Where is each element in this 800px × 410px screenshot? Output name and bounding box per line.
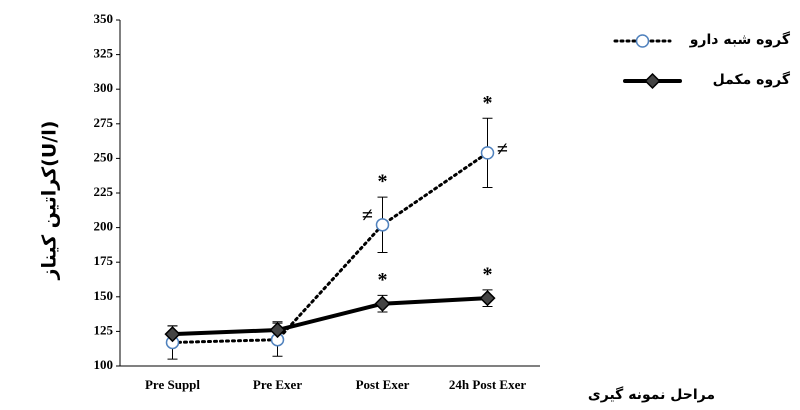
legend-label: گروه مکمل	[713, 71, 791, 88]
y-tick-label: 350	[94, 11, 114, 26]
y-tick-label: 125	[94, 322, 114, 337]
x-tick-label: 24h Post Exer	[449, 377, 527, 392]
marker	[480, 146, 495, 160]
marker	[164, 326, 181, 343]
x-tick-label: Pre Suppl	[145, 377, 200, 392]
annotation: *	[483, 92, 493, 114]
y-axis-label: کراتین کیناز(U/l)	[39, 121, 61, 281]
y-tick-label: 325	[94, 46, 114, 61]
marker	[374, 295, 391, 312]
y-tick-label: 150	[94, 288, 114, 303]
y-tick-label: 200	[94, 219, 114, 234]
y-tick-label: 250	[94, 149, 114, 164]
annotation: ≠	[497, 138, 508, 160]
y-tick-label: 275	[94, 115, 114, 130]
legend-label: گروه شبه دارو	[689, 31, 791, 48]
annotation: ≠	[362, 204, 373, 226]
marker	[375, 218, 390, 232]
annotation: *	[378, 269, 388, 291]
series-line	[171, 151, 489, 344]
series-line	[170, 296, 490, 337]
x-axis-label: مراحل نمونه گیری	[588, 386, 715, 403]
y-tick-label: 300	[94, 80, 114, 95]
x-tick-label: Post Exer	[356, 377, 410, 392]
marker	[479, 290, 496, 307]
x-tick-label: Pre Exer	[253, 377, 302, 392]
marker	[269, 321, 286, 339]
annotation: *	[378, 171, 388, 193]
annotation: *	[483, 263, 493, 285]
legend-marker	[644, 72, 661, 90]
y-tick-label: 175	[94, 253, 114, 268]
legend-marker	[635, 34, 650, 48]
y-tick-label: 225	[94, 184, 114, 199]
y-tick-label: 100	[94, 357, 114, 372]
